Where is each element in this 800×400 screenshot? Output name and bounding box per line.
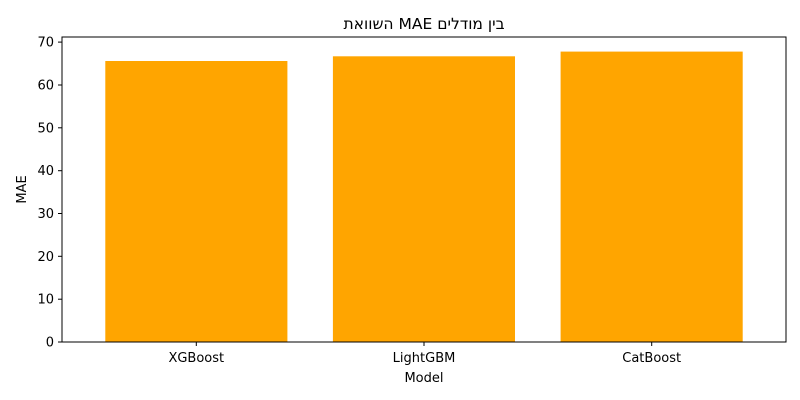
- x-axis-label: Model: [404, 371, 443, 386]
- x-tick-label: XGBoost: [168, 351, 224, 366]
- y-tick-label: 40: [37, 164, 54, 179]
- bar-xgboost: [105, 61, 288, 342]
- bar-catboost: [560, 51, 743, 342]
- y-tick-label: 10: [37, 293, 54, 308]
- y-tick-label: 0: [46, 336, 54, 351]
- x-tick-label: LightGBM: [393, 351, 456, 366]
- x-tick-label: CatBoost: [622, 351, 681, 366]
- y-tick-label: 60: [37, 79, 54, 94]
- y-tick-label: 70: [37, 36, 54, 51]
- bar-group: [105, 51, 743, 343]
- y-axis-label: MAE: [15, 175, 30, 203]
- y-tick-label: 30: [37, 207, 54, 222]
- y-tick-label: 20: [37, 250, 54, 265]
- chart-title: השוואת MAE בין מודלים: [343, 15, 504, 33]
- x-axis: XGBoost LightGBM CatBoost: [168, 342, 681, 366]
- bar-lightgbm: [332, 56, 515, 343]
- plot-frame: [61, 36, 787, 343]
- y-tick-label: 50: [37, 121, 54, 136]
- y-axis: 0 10 20 30 40 50 60 70: [37, 36, 62, 351]
